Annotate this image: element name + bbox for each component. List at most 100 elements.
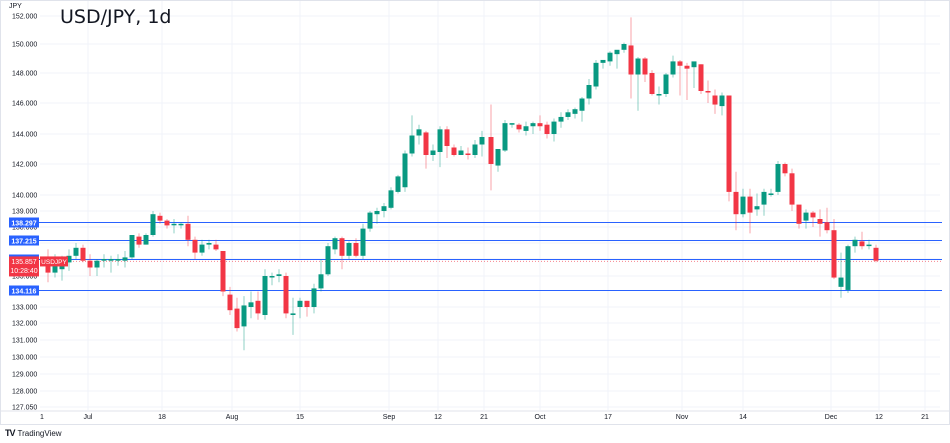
svg-text:135.857: 135.857 [11, 259, 36, 266]
candle-down [684, 65, 690, 69]
candle-down [544, 124, 550, 134]
candle-down [87, 260, 93, 268]
svg-text:10:28:40: 10:28:40 [10, 268, 37, 275]
candle-down [537, 123, 543, 127]
x-tick-label: Aug [226, 414, 239, 421]
candle-down [733, 191, 739, 215]
last-price-tag [9, 256, 39, 277]
candle-down [873, 247, 879, 261]
x-tick-label: 21 [480, 414, 488, 421]
candle-down [516, 124, 522, 130]
y-tick-label: 129.000 [12, 372, 37, 379]
candle-up [94, 260, 100, 268]
tradingview-attribution[interactable]: TV TradingView [5, 428, 62, 438]
y-tick-label: 132.000 [12, 321, 37, 328]
candle-up [297, 300, 303, 307]
horizontal-levels[interactable] [38, 222, 942, 291]
candle-up [381, 206, 387, 211]
x-tick-label: 14 [739, 414, 747, 421]
candle-up [607, 52, 613, 62]
candle-up [600, 59, 606, 63]
y-tick-label: 142.000 [12, 162, 37, 169]
candle-up [416, 129, 422, 136]
candle-down [642, 58, 648, 75]
candle-up [290, 313, 296, 315]
x-tick-label: 12 [875, 414, 883, 421]
level-tag [9, 235, 39, 246]
candle-down [339, 238, 345, 256]
candle-up [621, 44, 627, 50]
candle-up [178, 223, 184, 226]
y-tick-label: 139.000 [12, 209, 37, 216]
candle-up [325, 246, 331, 275]
level-tag [9, 217, 39, 228]
candle-up [866, 244, 872, 247]
chart-area[interactable]: 152.000 150.000 148.000 146.000 144.000 142.0… [0, 0, 950, 425]
x-tick-label: 18 [158, 414, 166, 421]
candle-up [395, 176, 401, 192]
x-tick-label: Nov [676, 414, 689, 421]
currency-label: JPY [9, 3, 22, 10]
candle-up [206, 243, 212, 245]
candle-down [649, 73, 655, 94]
candle-up [565, 112, 571, 117]
candle-down [859, 241, 865, 247]
candle-up [663, 74, 669, 94]
candle-down [80, 247, 86, 261]
candle-up [73, 247, 79, 256]
candle-up [635, 58, 641, 75]
candle-down [824, 222, 830, 231]
candle-up [479, 137, 485, 145]
candle-up [472, 144, 478, 155]
x-tick-label: Sep [383, 414, 396, 421]
candle-up [108, 259, 114, 261]
candle-up [409, 135, 415, 154]
candle-up [52, 262, 58, 273]
candle-down [726, 95, 732, 192]
candle-down [831, 230, 837, 278]
x-tick-label: 21 [921, 414, 929, 421]
candlestick-chart[interactable]: 152.000 150.000 148.000 146.000 144.000 142.0… [0, 0, 950, 425]
candle-up [502, 123, 508, 151]
candle-down [157, 215, 163, 221]
candle-up [311, 288, 317, 307]
candle-down [304, 300, 310, 307]
candle-down [192, 239, 198, 253]
candle-up [171, 223, 177, 226]
candles [45, 17, 879, 351]
candle-up [332, 238, 338, 250]
candle-up [437, 129, 443, 152]
tradingview-brand: TradingView [17, 428, 62, 438]
y-tick-label: 138.000 [12, 225, 37, 232]
candle-up [586, 85, 592, 99]
svg-text:1: 1 [40, 414, 44, 421]
candle-up [670, 61, 676, 75]
candle-down [782, 164, 788, 174]
time-axis[interactable]: Jul 18 Aug 15 Sep 12 21 Oct 17 Nov 14 Dec 12 21 1 [0, 410, 950, 421]
candle-up [66, 255, 72, 263]
candle-down [712, 95, 718, 105]
candle-down [136, 236, 142, 245]
candle-down [465, 153, 471, 155]
candle-up [656, 94, 662, 96]
candle-down [213, 244, 219, 250]
candle-up [551, 121, 557, 134]
x-tick-label: 15 [296, 414, 304, 421]
x-tick-label: Jul [84, 414, 93, 421]
candle-down [164, 220, 170, 226]
candle-up [269, 276, 275, 278]
candle-down [423, 132, 429, 155]
candle-up [838, 277, 844, 287]
candle-down [227, 294, 233, 311]
candle-up [740, 196, 746, 215]
y-tick-label: 144.000 [12, 132, 37, 139]
x-tick-label: 17 [604, 414, 612, 421]
candle-up [150, 214, 156, 235]
candle-down [451, 147, 457, 155]
y-tick-label: 130.000 [12, 355, 37, 362]
candle-up [768, 193, 774, 195]
candle-up [579, 98, 585, 111]
candle-up [572, 109, 578, 114]
candle-down [796, 204, 802, 224]
candle-up [803, 212, 809, 221]
